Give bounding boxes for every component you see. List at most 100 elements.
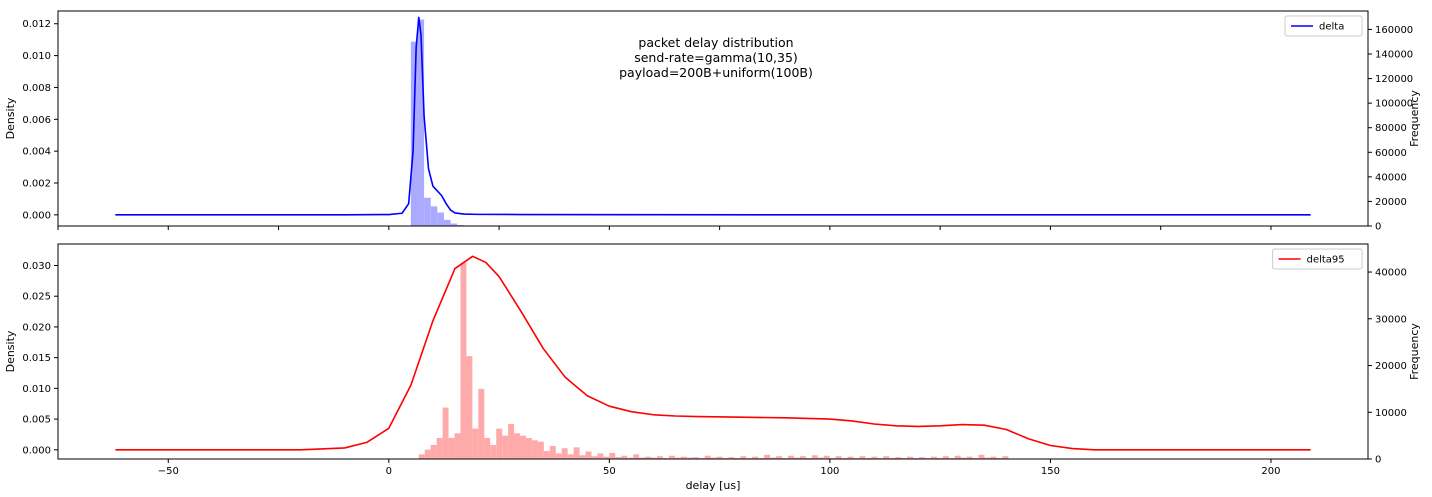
bottom-right-y-label: Frequency <box>1408 323 1421 380</box>
top-subplot: 0.000 0.002 0.004 0.006 0.008 0.010 0.012 0 200… <box>4 10 1421 233</box>
left-y-tick-label: 0.010 <box>22 51 51 62</box>
top-left-y-label: Density <box>4 97 17 139</box>
histogram-bar <box>770 457 777 459</box>
histogram-bar <box>561 448 568 459</box>
histogram-bar <box>942 456 949 459</box>
kde-line-delta <box>115 16 1311 216</box>
top-x-axis <box>57 226 1272 230</box>
histogram-bar <box>823 455 830 459</box>
histogram-bar <box>627 457 634 459</box>
title-line-1: packet delay distribution <box>638 35 793 50</box>
right-y-tick-label: 20000 <box>1375 361 1407 372</box>
histogram-bar <box>847 456 854 459</box>
histogram-bar <box>443 219 451 226</box>
bottom-kde <box>115 255 1311 451</box>
top-legend-box <box>1284 15 1363 37</box>
right-y-tick-label: 80000 <box>1375 123 1407 134</box>
x-tick-label: 50 <box>603 466 616 477</box>
histogram-bar <box>567 454 574 459</box>
left-y-tick-label: 0.015 <box>22 353 51 364</box>
histogram-bar <box>418 454 425 459</box>
histogram-bar <box>484 437 491 459</box>
bottom-legend-box <box>1272 248 1363 270</box>
right-y-tick-label: 30000 <box>1375 314 1407 325</box>
histogram-bar <box>424 197 431 226</box>
x-tick-label: 0 <box>386 466 392 477</box>
histogram-bar <box>448 437 455 459</box>
title-line-3: payload=200B+uniform(100B) <box>619 65 813 80</box>
histogram-bar <box>990 456 997 459</box>
histogram-bar <box>460 262 467 459</box>
histogram-bar <box>645 456 652 459</box>
bottom-legend: delta95 <box>1272 248 1363 270</box>
left-y-tick-label: 0.010 <box>22 384 51 395</box>
histogram-bar <box>871 456 878 459</box>
histogram-bar <box>1002 456 1009 459</box>
histogram-bar <box>591 456 598 459</box>
histogram-bar <box>907 456 914 459</box>
right-y-tick-label: 20000 <box>1375 197 1407 208</box>
right-y-tick-label: 160000 <box>1375 25 1413 36</box>
right-y-tick-label: 140000 <box>1375 50 1413 61</box>
histogram-bar <box>883 456 890 459</box>
chart-title: packet delay distribution send-rate=gamm… <box>619 35 813 80</box>
histogram-bar <box>514 433 521 459</box>
right-y-tick-label: 0 <box>1375 455 1381 466</box>
histogram-bar <box>597 453 604 459</box>
histogram-bar <box>615 457 622 459</box>
histogram-bar <box>472 428 479 459</box>
left-y-tick-label: 0.000 <box>22 445 51 456</box>
right-y-tick-label: 10000 <box>1375 408 1407 419</box>
bottom-histogram <box>418 262 1009 459</box>
histogram-bar <box>543 451 550 459</box>
left-y-tick-label: 0.030 <box>22 261 51 272</box>
histogram-bar <box>531 440 538 459</box>
histogram-bar <box>520 435 526 459</box>
top-left-y-axis: 0.000 0.002 0.004 0.006 0.008 0.010 0.012 <box>22 19 58 221</box>
bottom-x-axis: −50 0 50 100 150 200 <box>158 459 1281 477</box>
histogram-bar <box>776 456 783 459</box>
title-line-2: send-rate=gamma(10,35) <box>634 50 798 65</box>
histogram-bar <box>811 455 818 459</box>
histogram-bar <box>436 437 443 459</box>
histogram-bar <box>918 457 925 459</box>
kde-line-delta95 <box>115 255 1311 451</box>
right-y-tick-label: 40000 <box>1375 268 1407 279</box>
histogram-bar <box>799 456 806 459</box>
histogram-bar <box>430 444 437 459</box>
histogram-bar <box>710 457 717 459</box>
histogram-bar <box>978 454 985 459</box>
histogram-bar <box>537 441 544 459</box>
left-y-tick-label: 0.008 <box>22 83 51 94</box>
left-y-tick-label: 0.020 <box>22 322 51 333</box>
histogram-bar <box>424 449 431 459</box>
histogram-bar <box>716 456 723 459</box>
x-tick-label: −50 <box>158 466 179 477</box>
bottom-legend-label: delta95 <box>1307 255 1345 266</box>
histogram-bar <box>573 447 580 459</box>
histogram-bar <box>960 457 967 459</box>
bottom-left-y-label: Density <box>4 330 17 372</box>
histogram-bar <box>555 453 562 459</box>
x-tick-label: 100 <box>820 466 839 477</box>
histogram-bar <box>639 457 646 459</box>
histogram-bar <box>496 428 503 459</box>
x-tick-label: 150 <box>1041 466 1060 477</box>
histogram-bar <box>740 456 747 459</box>
histogram-bar <box>787 455 794 459</box>
histogram-bar <box>835 456 842 459</box>
histogram-bar <box>437 212 444 226</box>
x-axis-label: delay [us] <box>686 479 741 492</box>
histogram-bar <box>793 457 800 459</box>
left-y-tick-label: 0.002 <box>22 179 51 190</box>
right-y-tick-label: 40000 <box>1375 172 1407 183</box>
histogram-bar <box>984 457 991 459</box>
histogram-bar <box>680 456 687 459</box>
bottom-right-y-axis: 0 10000 20000 30000 40000 <box>1368 268 1407 466</box>
histogram-bar <box>764 454 771 459</box>
histogram-bar <box>490 444 497 459</box>
histogram-bar <box>674 457 681 459</box>
bottom-left-y-axis: 0.000 0.005 0.010 0.015 0.020 0.025 0.030 <box>22 261 58 456</box>
left-y-tick-label: 0.025 <box>22 292 51 303</box>
